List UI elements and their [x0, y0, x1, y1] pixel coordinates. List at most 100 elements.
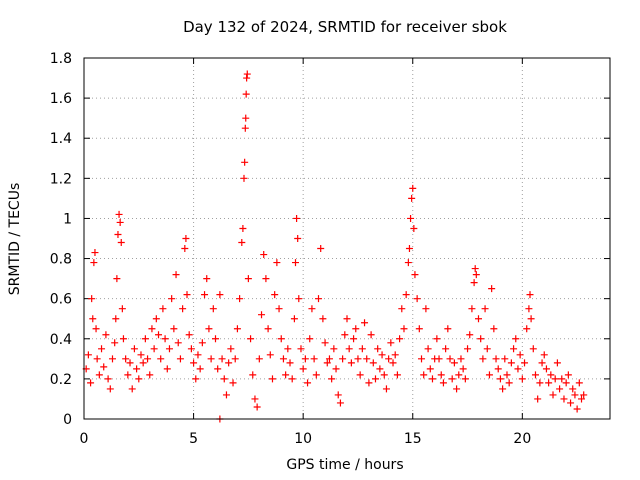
data-point: [503, 371, 511, 379]
data-point: [382, 385, 390, 393]
data-point: [350, 335, 358, 343]
data-point: [567, 399, 575, 407]
data-point: [87, 379, 95, 387]
data-point: [290, 315, 298, 323]
data-point: [471, 265, 479, 273]
grid: [84, 58, 610, 419]
y-tick-label: 0.2: [50, 372, 72, 388]
data-point: [470, 279, 478, 287]
data-point: [551, 375, 559, 383]
data-point: [176, 355, 184, 363]
data-point: [117, 239, 125, 247]
data-point: [275, 305, 283, 313]
data-point: [119, 335, 127, 343]
data-point: [426, 365, 434, 373]
data-point: [141, 335, 149, 343]
data-point: [90, 259, 98, 267]
data-point: [499, 385, 507, 393]
data-point: [527, 315, 535, 323]
data-point: [207, 355, 215, 363]
data-point: [365, 379, 373, 387]
y-tick-label: 1.4: [50, 131, 72, 147]
data-point: [242, 114, 250, 122]
data-point: [418, 355, 426, 363]
data-point: [400, 325, 408, 333]
data-point: [393, 371, 401, 379]
data-point: [128, 385, 136, 393]
data-point: [407, 214, 415, 222]
data-point: [472, 271, 480, 279]
data-point: [518, 375, 526, 383]
data-point: [100, 363, 108, 371]
data-point: [542, 365, 550, 373]
data-point: [150, 345, 158, 353]
data-point: [299, 365, 307, 373]
data-point: [455, 371, 463, 379]
data-point: [442, 345, 450, 353]
data-point: [481, 305, 489, 313]
y-tick-label: 1.2: [50, 171, 72, 187]
data-point: [271, 291, 279, 299]
data-point: [168, 295, 176, 303]
data-point: [459, 365, 467, 373]
data-point: [536, 379, 544, 387]
data-point: [286, 359, 294, 367]
data-point: [490, 325, 498, 333]
data-point: [398, 305, 406, 313]
data-point: [222, 391, 230, 399]
data-point: [534, 395, 542, 403]
data-point: [512, 335, 520, 343]
data-point: [523, 325, 531, 333]
data-point: [501, 355, 509, 363]
data-point: [115, 210, 123, 218]
data-point: [562, 379, 570, 387]
data-point: [339, 355, 347, 363]
data-point: [580, 391, 588, 399]
data-point: [182, 235, 190, 242]
data-point: [422, 305, 430, 313]
data-point: [98, 345, 106, 353]
data-point: [514, 365, 522, 373]
data-point: [212, 335, 219, 343]
data-point: [356, 371, 364, 379]
data-point: [569, 385, 577, 393]
data-point: [457, 355, 465, 363]
data-point: [113, 275, 121, 283]
data-point: [435, 355, 443, 363]
x-tick-label: 15: [404, 431, 422, 447]
data-point: [84, 351, 92, 359]
data-point: [258, 311, 266, 319]
data-point: [343, 315, 351, 323]
data-point: [229, 379, 237, 387]
data-point: [413, 295, 421, 303]
data-point: [205, 325, 213, 333]
data-points: [82, 70, 588, 423]
data-point: [241, 158, 249, 166]
data-point: [378, 351, 386, 359]
data-point: [266, 351, 274, 359]
data-point: [172, 271, 180, 279]
data-point: [126, 359, 134, 367]
data-point: [179, 305, 187, 313]
data-point: [461, 375, 469, 383]
axis-ticks: 0 0.2 0.4 0.6 0.8 1 1.2 1.4 1.6 1.8 0 5 10 15 20: [50, 51, 610, 447]
data-point: [152, 315, 160, 323]
data-point: [578, 395, 586, 403]
data-point: [410, 224, 418, 232]
data-point: [114, 230, 122, 238]
data-point: [321, 339, 329, 347]
data-point: [183, 291, 191, 299]
data-point: [496, 375, 504, 383]
data-point: [516, 351, 524, 359]
data-point: [439, 379, 447, 387]
data-point: [137, 351, 145, 359]
data-point: [317, 245, 325, 253]
data-point: [277, 335, 285, 343]
data-point: [130, 345, 138, 353]
data-point: [88, 295, 96, 303]
data-point: [380, 371, 388, 379]
data-point: [112, 315, 120, 323]
data-point: [553, 359, 561, 367]
data-point: [174, 339, 182, 347]
